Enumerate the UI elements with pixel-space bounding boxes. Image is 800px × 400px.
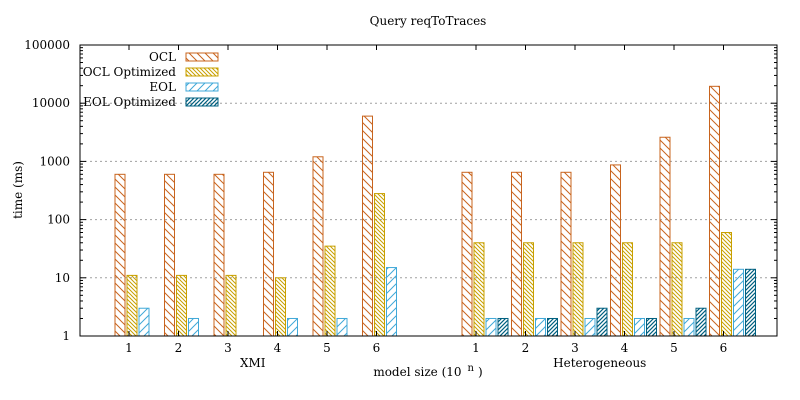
bar-eol bbox=[336, 317, 348, 337]
y-axis-ticks: 1 10 100 1000 10000 100000 bbox=[24, 38, 777, 343]
legend-label: OCL bbox=[149, 50, 176, 64]
bars bbox=[114, 85, 756, 337]
bar-eol bbox=[683, 317, 695, 337]
bar-ocl bbox=[114, 173, 126, 337]
bar-ocl-optimized bbox=[374, 193, 385, 337]
bar-ocl-optimized bbox=[324, 245, 336, 337]
x-tick-label: 1 bbox=[125, 341, 133, 355]
bar-ocl-optimized bbox=[126, 274, 138, 337]
bar-eol bbox=[584, 317, 596, 337]
bar-eol-optimized bbox=[596, 307, 608, 337]
bar-ocl-optimized bbox=[176, 274, 187, 337]
legend-swatch bbox=[185, 97, 219, 107]
y-tick-label: 1 bbox=[62, 329, 70, 343]
bar-ocl-optimized bbox=[225, 274, 237, 337]
bar-eol bbox=[386, 267, 397, 337]
bar-ocl-optimized bbox=[275, 277, 286, 337]
bar-ocl-optimized bbox=[721, 232, 732, 337]
bar-ocl-optimized bbox=[622, 242, 633, 337]
y-axis-label: time (ms) bbox=[11, 161, 25, 219]
bar-ocl-optimized bbox=[671, 242, 683, 337]
y-tick-label: 10000 bbox=[32, 96, 70, 110]
x-tick-label: 6 bbox=[720, 341, 728, 355]
x-tick-label: 6 bbox=[373, 341, 381, 355]
bar-ocl-optimized bbox=[473, 242, 485, 337]
bar-ocl-optimized bbox=[572, 242, 584, 337]
legend-swatch bbox=[185, 67, 219, 77]
x-tick-label: 2 bbox=[175, 341, 183, 355]
bar-eol bbox=[634, 317, 645, 337]
bar-eol-optimized bbox=[547, 317, 558, 337]
bar-ocl bbox=[263, 171, 274, 337]
bar-ocl bbox=[312, 156, 324, 337]
bar-ocl bbox=[560, 171, 572, 337]
bar-eol bbox=[733, 268, 744, 337]
bar-eol-optimized bbox=[497, 317, 509, 337]
legend-label: EOL Optimized bbox=[83, 95, 176, 109]
bar-ocl bbox=[213, 173, 225, 337]
x-tick-label: 3 bbox=[224, 341, 232, 355]
x-tick-label: 3 bbox=[571, 341, 579, 355]
legend-swatch bbox=[185, 82, 219, 92]
x-tick-label: 5 bbox=[323, 341, 331, 355]
chart-title: Query reqToTraces bbox=[370, 14, 487, 28]
x-tick-label: 1 bbox=[472, 341, 480, 355]
bar-ocl-optimized bbox=[523, 242, 534, 337]
x-group-label: Heterogeneous bbox=[553, 356, 646, 370]
x-tick-label: 4 bbox=[621, 341, 629, 355]
bar-ocl bbox=[659, 136, 671, 337]
x-tick-label: 5 bbox=[670, 341, 678, 355]
bar-eol bbox=[138, 307, 150, 337]
bar-ocl bbox=[461, 171, 473, 337]
y-tick-label: 100 bbox=[47, 213, 70, 227]
bar-eol-optimized bbox=[745, 268, 756, 337]
plot-frame bbox=[79, 44, 778, 337]
legend-label: EOL bbox=[149, 80, 176, 94]
x-axis-ticks: 1 2 3 4 5 6 XMI 1 2 3 4 5 6 Heterogeneous bbox=[125, 45, 727, 370]
x-tick-label: 4 bbox=[274, 341, 282, 355]
bar-eol bbox=[535, 317, 546, 337]
bar-ocl bbox=[709, 85, 720, 337]
y-tick-label: 100000 bbox=[24, 38, 70, 52]
bar-eol bbox=[287, 317, 298, 337]
bar-eol bbox=[188, 317, 199, 337]
bar-ocl bbox=[362, 115, 373, 337]
x-axis-label: model size (10 n) bbox=[373, 363, 482, 379]
y-tick-label: 10 bbox=[55, 271, 70, 285]
legend-swatch bbox=[185, 52, 219, 62]
bar-eol-optimized bbox=[646, 317, 657, 337]
bar-eol bbox=[485, 317, 497, 337]
bar-eol-optimized bbox=[695, 307, 707, 337]
bar-ocl bbox=[164, 173, 175, 337]
bar-ocl bbox=[610, 164, 621, 337]
bar-ocl bbox=[511, 171, 522, 337]
y-tick-label: 1000 bbox=[39, 154, 70, 168]
legend-label: OCL Optimized bbox=[83, 65, 177, 79]
x-tick-label: 2 bbox=[522, 341, 530, 355]
x-group-label: XMI bbox=[240, 356, 266, 370]
